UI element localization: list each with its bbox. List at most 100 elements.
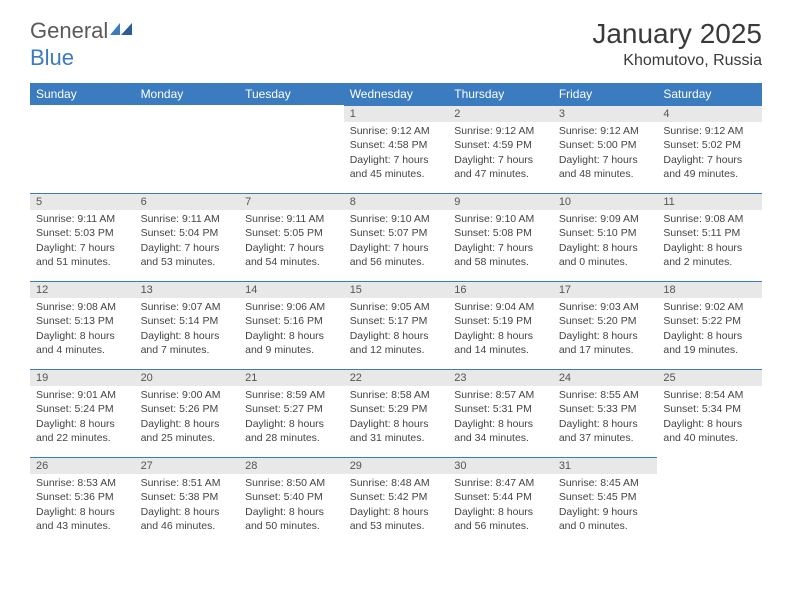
day-content: Sunrise: 9:10 AMSunset: 5:08 PMDaylight:… (448, 210, 553, 273)
day-number: 7 (239, 193, 344, 210)
weekday-header: Wednesday (344, 83, 449, 105)
sunrise-line: Sunrise: 8:51 AM (141, 476, 234, 490)
calendar-cell: 30Sunrise: 8:47 AMSunset: 5:44 PMDayligh… (448, 457, 553, 545)
calendar-cell: 9Sunrise: 9:10 AMSunset: 5:08 PMDaylight… (448, 193, 553, 281)
daylight-line: Daylight: 8 hours and 14 minutes. (454, 329, 547, 357)
sunrise-line: Sunrise: 8:54 AM (663, 388, 756, 402)
day-number: 2 (448, 105, 553, 122)
day-content: Sunrise: 9:07 AMSunset: 5:14 PMDaylight:… (135, 298, 240, 361)
calendar-head: SundayMondayTuesdayWednesdayThursdayFrid… (30, 83, 762, 105)
daylight-line: Daylight: 8 hours and 2 minutes. (663, 241, 756, 269)
calendar-cell: 31Sunrise: 8:45 AMSunset: 5:45 PMDayligh… (553, 457, 658, 545)
calendar-cell: 22Sunrise: 8:58 AMSunset: 5:29 PMDayligh… (344, 369, 449, 457)
calendar-cell: 3Sunrise: 9:12 AMSunset: 5:00 PMDaylight… (553, 105, 658, 193)
calendar-cell: 17Sunrise: 9:03 AMSunset: 5:20 PMDayligh… (553, 281, 658, 369)
day-number: 8 (344, 193, 449, 210)
daylight-line: Daylight: 8 hours and 34 minutes. (454, 417, 547, 445)
day-content: Sunrise: 8:53 AMSunset: 5:36 PMDaylight:… (30, 474, 135, 537)
day-content: Sunrise: 8:50 AMSunset: 5:40 PMDaylight:… (239, 474, 344, 537)
sunrise-line: Sunrise: 9:00 AM (141, 388, 234, 402)
calendar-row: 12Sunrise: 9:08 AMSunset: 5:13 PMDayligh… (30, 281, 762, 369)
daylight-line: Daylight: 7 hours and 51 minutes. (36, 241, 129, 269)
calendar-cell: 6Sunrise: 9:11 AMSunset: 5:04 PMDaylight… (135, 193, 240, 281)
day-number: 19 (30, 369, 135, 386)
daylight-line: Daylight: 9 hours and 0 minutes. (559, 505, 652, 533)
sunrise-line: Sunrise: 8:53 AM (36, 476, 129, 490)
sunset-line: Sunset: 5:07 PM (350, 226, 443, 240)
day-number: 11 (657, 193, 762, 210)
sunset-line: Sunset: 5:14 PM (141, 314, 234, 328)
sunset-line: Sunset: 5:34 PM (663, 402, 756, 416)
day-number: 14 (239, 281, 344, 298)
daylight-line: Daylight: 8 hours and 28 minutes. (245, 417, 338, 445)
calendar-table: SundayMondayTuesdayWednesdayThursdayFrid… (30, 83, 762, 545)
sunrise-line: Sunrise: 9:10 AM (350, 212, 443, 226)
sunrise-line: Sunrise: 9:10 AM (454, 212, 547, 226)
day-number: 25 (657, 369, 762, 386)
calendar-page: GeneralBlue January 2025 Khomutovo, Russ… (0, 0, 792, 565)
sunrise-line: Sunrise: 9:12 AM (559, 124, 652, 138)
calendar-cell: 25Sunrise: 8:54 AMSunset: 5:34 PMDayligh… (657, 369, 762, 457)
day-content: Sunrise: 8:55 AMSunset: 5:33 PMDaylight:… (553, 386, 658, 449)
daylight-line: Daylight: 8 hours and 7 minutes. (141, 329, 234, 357)
day-number: 18 (657, 281, 762, 298)
day-number: 26 (30, 457, 135, 474)
day-number: 29 (344, 457, 449, 474)
calendar-cell: 10Sunrise: 9:09 AMSunset: 5:10 PMDayligh… (553, 193, 658, 281)
sunset-line: Sunset: 5:33 PM (559, 402, 652, 416)
weekday-row: SundayMondayTuesdayWednesdayThursdayFrid… (30, 83, 762, 105)
day-content: Sunrise: 9:10 AMSunset: 5:07 PMDaylight:… (344, 210, 449, 273)
sunset-line: Sunset: 5:27 PM (245, 402, 338, 416)
sunset-line: Sunset: 5:24 PM (36, 402, 129, 416)
weekday-header: Monday (135, 83, 240, 105)
sunrise-line: Sunrise: 9:11 AM (36, 212, 129, 226)
header: GeneralBlue January 2025 Khomutovo, Russ… (30, 18, 762, 71)
day-content: Sunrise: 9:12 AMSunset: 4:59 PMDaylight:… (448, 122, 553, 185)
day-content: Sunrise: 9:11 AMSunset: 5:03 PMDaylight:… (30, 210, 135, 273)
day-content: Sunrise: 8:57 AMSunset: 5:31 PMDaylight:… (448, 386, 553, 449)
sunrise-line: Sunrise: 9:12 AM (350, 124, 443, 138)
day-number: 24 (553, 369, 658, 386)
calendar-cell: 21Sunrise: 8:59 AMSunset: 5:27 PMDayligh… (239, 369, 344, 457)
sunset-line: Sunset: 5:11 PM (663, 226, 756, 240)
daylight-line: Daylight: 7 hours and 56 minutes. (350, 241, 443, 269)
calendar-cell: 12Sunrise: 9:08 AMSunset: 5:13 PMDayligh… (30, 281, 135, 369)
day-content: Sunrise: 8:47 AMSunset: 5:44 PMDaylight:… (448, 474, 553, 537)
daylight-line: Daylight: 7 hours and 58 minutes. (454, 241, 547, 269)
daylight-line: Daylight: 8 hours and 25 minutes. (141, 417, 234, 445)
sunrise-line: Sunrise: 9:06 AM (245, 300, 338, 314)
sunrise-line: Sunrise: 8:59 AM (245, 388, 338, 402)
sunset-line: Sunset: 5:20 PM (559, 314, 652, 328)
day-content: Sunrise: 9:12 AMSunset: 4:58 PMDaylight:… (344, 122, 449, 185)
sunset-line: Sunset: 5:10 PM (559, 226, 652, 240)
day-content: Sunrise: 8:59 AMSunset: 5:27 PMDaylight:… (239, 386, 344, 449)
calendar-row: 5Sunrise: 9:11 AMSunset: 5:03 PMDaylight… (30, 193, 762, 281)
day-number: 31 (553, 457, 658, 474)
calendar-cell: 16Sunrise: 9:04 AMSunset: 5:19 PMDayligh… (448, 281, 553, 369)
day-number: 13 (135, 281, 240, 298)
daylight-line: Daylight: 8 hours and 17 minutes. (559, 329, 652, 357)
weekday-header: Friday (553, 83, 658, 105)
daylight-line: Daylight: 7 hours and 47 minutes. (454, 153, 547, 181)
sunrise-line: Sunrise: 8:45 AM (559, 476, 652, 490)
sunrise-line: Sunrise: 9:04 AM (454, 300, 547, 314)
sunrise-line: Sunrise: 9:05 AM (350, 300, 443, 314)
logo-text: GeneralBlue (30, 18, 134, 71)
sunset-line: Sunset: 5:19 PM (454, 314, 547, 328)
sunset-line: Sunset: 5:36 PM (36, 490, 129, 504)
sunrise-line: Sunrise: 9:02 AM (663, 300, 756, 314)
calendar-cell: 8Sunrise: 9:10 AMSunset: 5:07 PMDaylight… (344, 193, 449, 281)
calendar-cell: 15Sunrise: 9:05 AMSunset: 5:17 PMDayligh… (344, 281, 449, 369)
sunrise-line: Sunrise: 9:01 AM (36, 388, 129, 402)
sunset-line: Sunset: 5:22 PM (663, 314, 756, 328)
daylight-line: Daylight: 8 hours and 19 minutes. (663, 329, 756, 357)
day-content: Sunrise: 8:58 AMSunset: 5:29 PMDaylight:… (344, 386, 449, 449)
sunrise-line: Sunrise: 9:08 AM (663, 212, 756, 226)
calendar-body: 1Sunrise: 9:12 AMSunset: 4:58 PMDaylight… (30, 105, 762, 545)
weekday-header: Tuesday (239, 83, 344, 105)
daylight-line: Daylight: 7 hours and 49 minutes. (663, 153, 756, 181)
sunset-line: Sunset: 5:03 PM (36, 226, 129, 240)
sunrise-line: Sunrise: 8:50 AM (245, 476, 338, 490)
day-number: 27 (135, 457, 240, 474)
day-content: Sunrise: 9:08 AMSunset: 5:11 PMDaylight:… (657, 210, 762, 273)
